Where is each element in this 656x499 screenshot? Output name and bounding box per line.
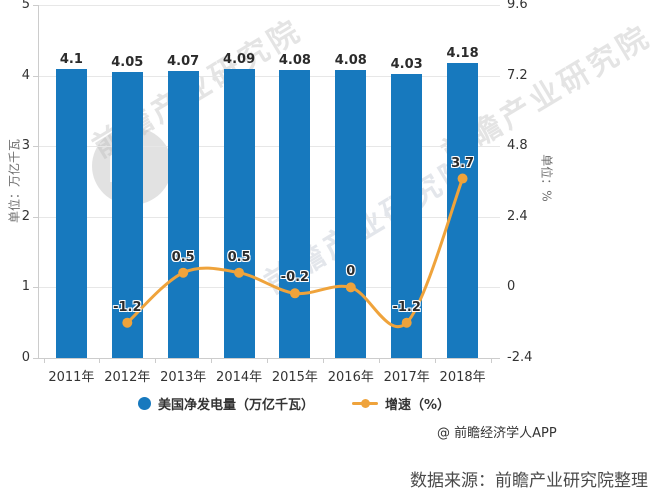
bar [111, 72, 143, 358]
gridline [38, 216, 500, 218]
line-value-label: -0.2 [280, 270, 310, 286]
x-axis-label: 2013年 [160, 370, 207, 385]
gridline [38, 358, 500, 359]
y-axis-tick-label: 7.2 [507, 67, 528, 83]
gridline [38, 75, 500, 77]
y-axis-tick-label: 2 [21, 208, 30, 224]
bar [279, 70, 311, 358]
y-axis-tick-label: 9.6 [507, 0, 528, 12]
legend-item-generation: 美国净发电量（万亿千瓦） [138, 394, 314, 413]
x-axis-tick [434, 358, 436, 363]
legend-label-generation: 美国净发电量（万亿千瓦） [158, 398, 315, 413]
bar [223, 69, 255, 358]
y-axis-tick [33, 5, 38, 6]
x-axis-label: 2016年 [327, 370, 374, 385]
x-axis-tick [211, 358, 213, 363]
bar-value-label: 4.1 [59, 51, 83, 67]
y-axis-tick [33, 75, 38, 77]
bar-value-label: 4.08 [334, 53, 367, 68]
y-axis-tick [33, 358, 38, 359]
bar [335, 70, 367, 358]
bar-value-label: 4.08 [278, 53, 311, 68]
bar-value-label: 4.05 [111, 55, 144, 71]
x-axis-tick [378, 358, 380, 363]
left-axis-title: 单位：万亿千瓦 [7, 138, 22, 224]
bar-value-label: 4.07 [167, 53, 200, 69]
y-axis-tick-label: 2.4 [507, 208, 528, 224]
y-axis-tick [33, 216, 38, 218]
bar [167, 70, 199, 358]
bar [447, 62, 479, 358]
line-value-label: 0 [346, 264, 356, 280]
y-axis-tick-label: 1 [21, 279, 30, 295]
bar-value-label: 4.03 [390, 56, 423, 72]
x-axis-label: 2012年 [104, 370, 151, 385]
x-axis-tick [322, 358, 324, 363]
bar-series-marker-icon [138, 397, 151, 410]
attribution-text: @ 前瞻经济学人APP [437, 426, 557, 441]
gridline [38, 287, 500, 289]
line-value-label: 0.5 [171, 249, 195, 265]
line-series-marker-icon [352, 397, 379, 410]
y-axis-tick-label: 5 [21, 0, 30, 12]
y-axis-tick [33, 287, 38, 289]
legend-label-growth: 增速（%） [385, 398, 451, 413]
x-axis-label: 2014年 [216, 370, 263, 385]
gridline [38, 146, 500, 148]
line-value-label: -1.2 [113, 299, 142, 315]
x-axis-tick [99, 358, 101, 363]
y-axis-tick-label: 0 [507, 279, 516, 295]
y-axis-tick-label: 3 [21, 138, 30, 154]
x-axis-tick [267, 358, 268, 363]
x-axis-label: 2011年 [48, 370, 95, 385]
line-value-label: -1.2 [392, 299, 421, 315]
line-value-label: 3.7 [451, 155, 475, 171]
legend-item-growth: 增速（%） [352, 394, 450, 413]
x-axis-tick [490, 358, 492, 363]
y-axis-tick-label: 4 [21, 67, 30, 83]
bar-value-label: 4.09 [223, 52, 256, 68]
y-axis-tick-label: 0 [21, 350, 30, 365]
y-axis-tick [33, 146, 38, 148]
bar-value-label: 4.18 [446, 45, 479, 61]
right-axis-title: 单位：% [539, 154, 554, 202]
y-axis-tick-label: -2.4 [507, 350, 533, 365]
y-axis-tick-label: 4.8 [507, 138, 528, 154]
data-source-text: 数据来源：前瞻产业研究院整理 [410, 471, 648, 491]
gridline [38, 5, 500, 6]
x-axis-label: 2015年 [271, 370, 318, 385]
y-axis-line [38, 5, 39, 358]
bar [391, 73, 423, 358]
x-axis-label: 2017年 [383, 370, 430, 385]
x-axis-tick [155, 358, 157, 363]
x-axis-label: 2018年 [439, 370, 486, 385]
line-value-label: 0.5 [227, 249, 251, 265]
bar [55, 68, 87, 358]
legend: 美国净发电量（万亿千瓦） 增速（%） [138, 394, 450, 413]
x-axis-tick [43, 358, 45, 363]
